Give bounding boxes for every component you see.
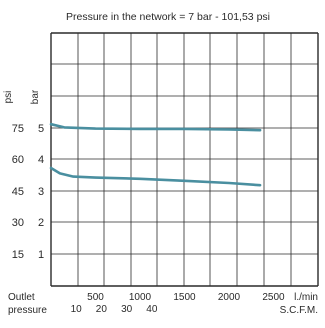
chart-series xyxy=(49,122,262,187)
x-tick-label-secondary: 40 xyxy=(146,304,158,315)
y-tick-label-bar: 3 xyxy=(38,186,44,198)
x-tick-label-secondary: 10 xyxy=(71,304,83,315)
x-axis-unit-primary: l./min xyxy=(294,292,318,303)
x-tick-label-primary: 2000 xyxy=(218,292,241,303)
x-tick-label-secondary: 20 xyxy=(96,304,108,315)
y-tick-label-bar: 4 xyxy=(38,154,44,166)
series-line xyxy=(49,166,262,187)
y-axis-label-psi: psi xyxy=(3,91,14,104)
x-axis-label-line: Outlet xyxy=(8,292,35,303)
x-tick-label-primary: 500 xyxy=(87,292,104,303)
y-tick-label-psi: 45 xyxy=(12,186,24,198)
chart-title: Pressure in the network = 7 bar - 101,53… xyxy=(66,11,270,23)
y-tick-label-psi: 15 xyxy=(12,249,24,261)
x-tick-label-primary: 2500 xyxy=(262,292,285,303)
x-tick-label-secondary: 30 xyxy=(121,304,133,315)
y-tick-label-bar: 5 xyxy=(38,123,44,135)
x-tick-label-primary: 1500 xyxy=(173,292,196,303)
y-tick-label-psi: 60 xyxy=(12,154,24,166)
x-tick-label-primary: 1000 xyxy=(129,292,152,303)
x-axis-label-line: pressure xyxy=(8,305,47,316)
x-axis-label: Outlet pressure xyxy=(8,292,47,316)
y-axis-ticks: 1 15 2 30 3 45 4 60 5 75 xyxy=(12,123,44,261)
x-axis-ticks: 500 1000 1500 2000 2500 10 20 30 40 xyxy=(71,292,285,315)
y-tick-label-bar: 1 xyxy=(38,249,44,261)
y-tick-label-bar: 2 xyxy=(38,217,44,229)
x-axis-unit-secondary: S.C.F.M. xyxy=(280,305,318,316)
y-tick-label-psi: 30 xyxy=(12,217,24,229)
y-axis-label-bar: bar xyxy=(30,89,41,104)
series-line xyxy=(49,122,262,132)
y-tick-label-psi: 75 xyxy=(12,123,24,135)
chart-grid xyxy=(50,32,319,287)
